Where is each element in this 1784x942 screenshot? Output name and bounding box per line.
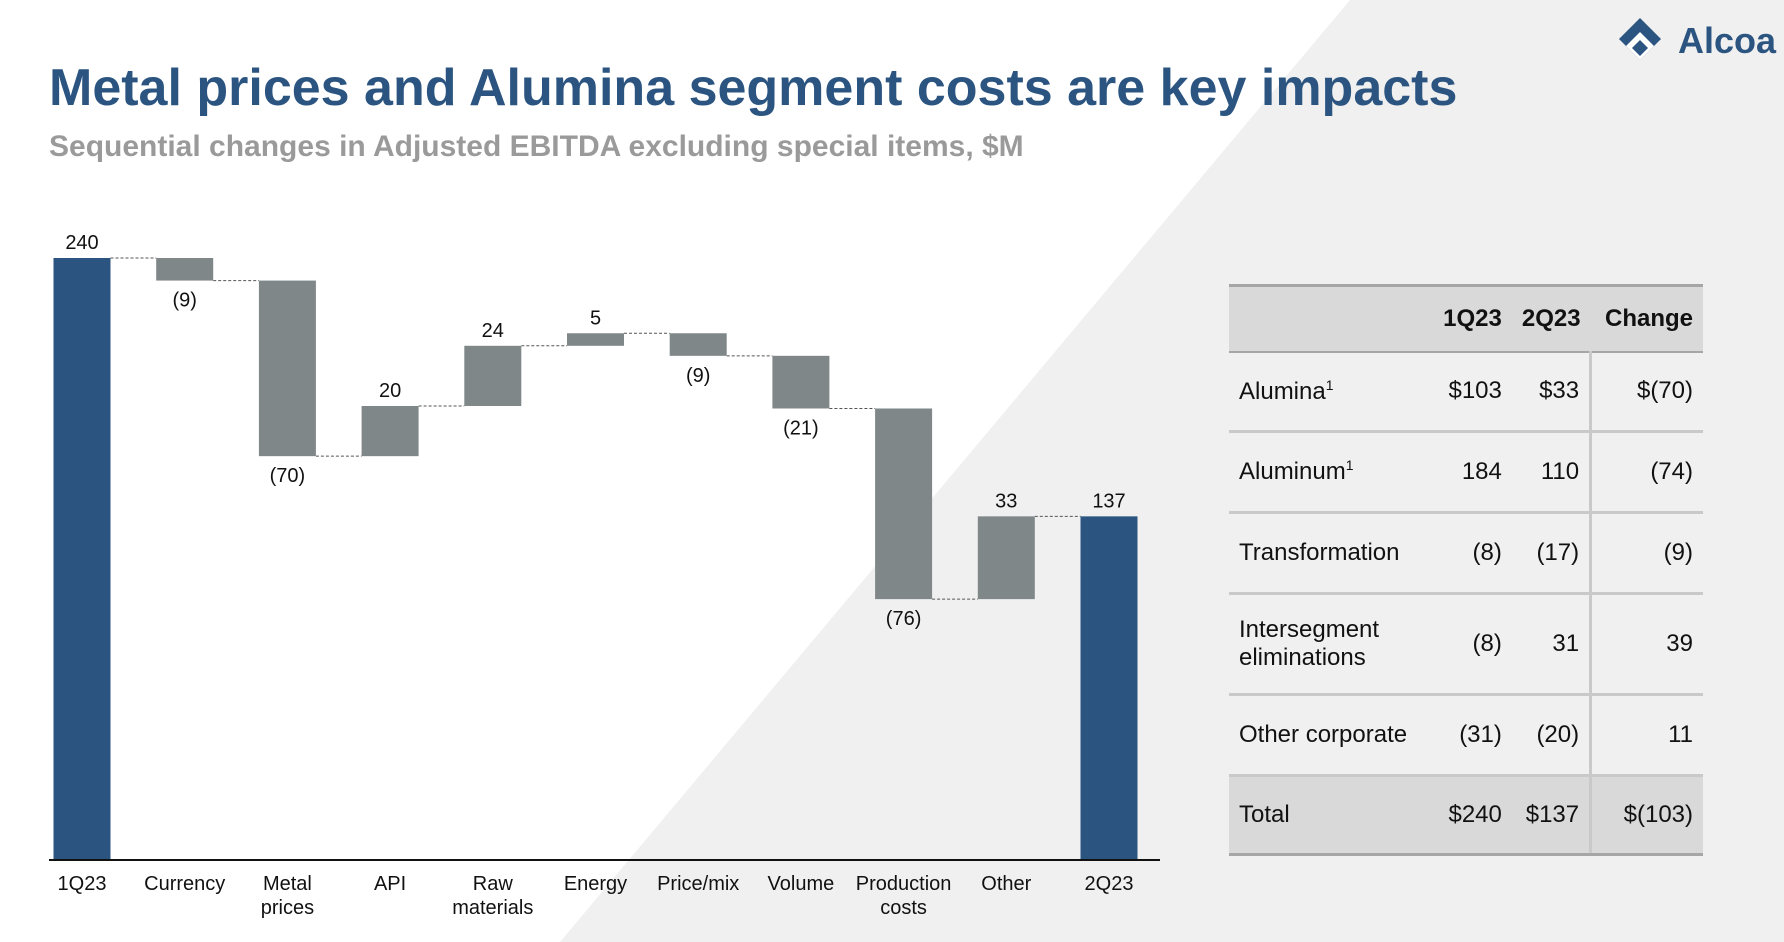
- footnote-marker: 1: [1345, 457, 1354, 473]
- category-label: Currency: [144, 873, 225, 895]
- data-label: 20: [379, 380, 401, 402]
- category-label: Volume: [768, 873, 835, 895]
- row-label-text: Intersegment eliminations: [1239, 615, 1380, 671]
- category-label: Energy: [564, 873, 627, 895]
- table-total-change: $(103): [1589, 773, 1703, 856]
- data-label: (9): [172, 290, 196, 312]
- table-cell-change: $(70): [1589, 352, 1703, 433]
- table-cell-change: (74): [1589, 431, 1703, 514]
- waterfall-bar: [258, 280, 316, 457]
- waterfall-bar: [53, 258, 111, 860]
- category-label: 2Q23: [1085, 873, 1134, 895]
- waterfall-bar: [669, 333, 727, 356]
- category-label: Other: [981, 873, 1031, 895]
- table-cell-change: 11: [1589, 694, 1703, 777]
- waterfall-bar: [567, 333, 624, 346]
- table-total-label: Total: [1229, 773, 1434, 856]
- logo-text: Alcoa: [1678, 20, 1777, 61]
- table-row-label: Intersegment eliminations: [1229, 593, 1434, 696]
- segment-table: 1Q23 2Q23 Change Alumina1 $103 $33 $(70) Alu…: [1229, 284, 1703, 856]
- table-row: Transformation (8) (17) (9): [1229, 512, 1703, 595]
- table-cell-1q23: $103: [1433, 352, 1512, 433]
- table-header-row: 1Q23 2Q23 Change: [1229, 284, 1703, 353]
- page-subtitle: Sequential changes in Adjusted EBITDA ex…: [49, 130, 1024, 163]
- data-label: 33: [995, 490, 1017, 512]
- table-total-row: Total $240 $137 $(103): [1229, 773, 1703, 856]
- table-total-2q23: $137: [1511, 773, 1591, 856]
- table-cell-1q23: (8): [1433, 512, 1512, 595]
- waterfall-bar: [875, 408, 933, 600]
- page-title: Metal prices and Alumina segment costs a…: [49, 59, 1458, 117]
- data-label: 240: [65, 232, 98, 254]
- waterfall-bar: [361, 405, 419, 457]
- data-label: (76): [886, 608, 922, 630]
- alcoa-logo-icon: [1619, 18, 1661, 60]
- table-total-1q23: $240: [1433, 773, 1512, 856]
- footnote-marker: 1: [1325, 376, 1334, 393]
- table-header-1q23: 1Q23: [1433, 284, 1512, 353]
- table-row: Intersegment eliminations (8) 31 39: [1229, 593, 1703, 696]
- table-row-label: Aluminum1: [1229, 431, 1434, 514]
- table-cell-change: 39: [1589, 593, 1703, 696]
- waterfall-bar: [977, 516, 1035, 600]
- table-header-label: [1229, 284, 1434, 353]
- waterfall-bar: [1080, 516, 1138, 860]
- data-label: (9): [686, 365, 710, 387]
- table-cell-2q23: 31: [1511, 593, 1591, 696]
- waterfall-bar: [464, 345, 522, 406]
- table-header-2q23: 2Q23: [1511, 284, 1591, 353]
- table-cell-change: (9): [1589, 512, 1703, 595]
- table-row: Aluminum1 184 110 (74): [1229, 431, 1703, 514]
- table-row: Other corporate (31) (20) 11: [1229, 694, 1703, 777]
- table-cell-1q23: (31): [1433, 694, 1512, 777]
- table-cell-2q23: (20): [1511, 694, 1591, 777]
- table-row-label: Other corporate: [1229, 694, 1434, 777]
- row-label-text: Alumina: [1239, 377, 1326, 405]
- data-label: (21): [783, 418, 819, 440]
- table-row-label: Transformation: [1229, 512, 1434, 595]
- row-label-text: Other corporate: [1239, 720, 1408, 748]
- category-label: API: [374, 873, 406, 895]
- table-cell-1q23: (8): [1433, 593, 1512, 696]
- category-label: Production costs: [856, 873, 952, 919]
- table-cell-1q23: 184: [1433, 431, 1512, 514]
- row-label-text: Transformation: [1239, 538, 1400, 566]
- table-cell-2q23: 110: [1511, 431, 1591, 514]
- data-label: 24: [482, 320, 504, 342]
- table-cell-2q23: (17): [1511, 512, 1591, 595]
- data-label: (70): [270, 465, 306, 487]
- table-header-change: Change: [1590, 284, 1703, 353]
- category-label: Raw materials: [452, 873, 533, 919]
- category-label: Metal prices: [261, 873, 314, 919]
- category-label: 1Q23: [58, 873, 107, 895]
- table-row: Alumina1 $103 $33 $(70): [1229, 352, 1703, 433]
- table-row-label: Alumina1: [1229, 352, 1434, 433]
- waterfall-bar: [772, 355, 830, 409]
- table-cell-2q23: $33: [1511, 352, 1591, 433]
- category-label: Price/mix: [657, 873, 739, 895]
- data-label: 5: [590, 307, 601, 329]
- row-label-text: Aluminum: [1239, 458, 1346, 485]
- data-label: 137: [1092, 490, 1125, 512]
- waterfall-bar: [156, 258, 214, 281]
